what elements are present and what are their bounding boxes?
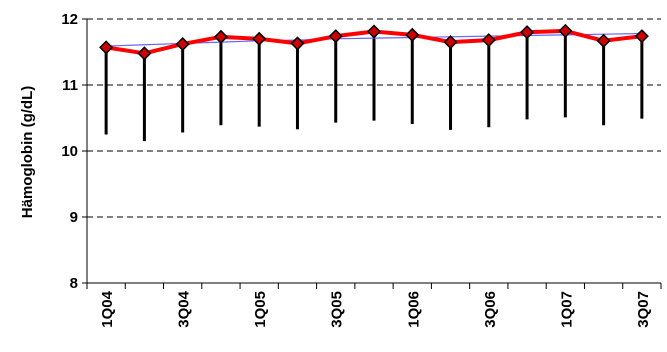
data-point-marker [328,29,343,44]
data-point-marker [596,33,611,48]
data-point-marker [175,37,190,52]
y-tick-label: 11 [62,77,78,94]
x-tick-label: 3Q04 [176,290,193,327]
data-point-marker [366,24,382,39]
x-tick-label: 1Q06 [405,291,422,328]
axes [82,18,662,289]
x-tick-label: 1Q05 [252,291,269,328]
data-point-marker [137,46,152,61]
data-markers [99,23,649,61]
y-tick-labels: 8 9 10 11 12 [61,11,78,292]
y-tick-label: 12 [61,11,78,28]
x-tick-label: 3Q05 [329,291,346,328]
x-tick-label: 1Q07 [558,291,575,328]
y-tick-label: 10 [61,143,78,160]
data-point-marker [213,29,228,44]
data-point-marker [520,25,535,40]
y-axis-title: Hämoglobin (g/dL) [19,86,36,218]
x-tick-label: 3Q07 [635,291,652,328]
data-point-marker [481,33,496,48]
data-point-marker [634,29,649,44]
y-tick-label: 9 [70,209,78,226]
data-point-marker [99,40,114,55]
data-point-marker [443,35,458,50]
data-point-marker [290,36,305,51]
x-tick-label: 1Q04 [99,290,116,327]
data-point-marker [252,31,267,46]
x-tick-label: 3Q06 [482,291,499,328]
x-tick-labels: 1Q04 3Q04 1Q05 3Q05 1Q06 3Q06 1Q07 3Q07 [99,290,652,327]
error-bars [104,30,644,142]
y-tick-label: 8 [70,275,78,292]
data-point-marker [405,27,420,42]
data-point-marker [558,23,573,38]
